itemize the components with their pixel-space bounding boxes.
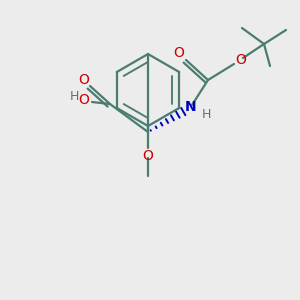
Text: O: O [142,149,153,163]
Text: H: H [201,109,211,122]
Text: H: H [69,91,79,103]
Text: O: O [79,93,89,107]
Text: N: N [185,100,197,114]
Text: O: O [174,46,184,60]
Text: O: O [236,53,246,67]
Text: O: O [79,73,89,87]
